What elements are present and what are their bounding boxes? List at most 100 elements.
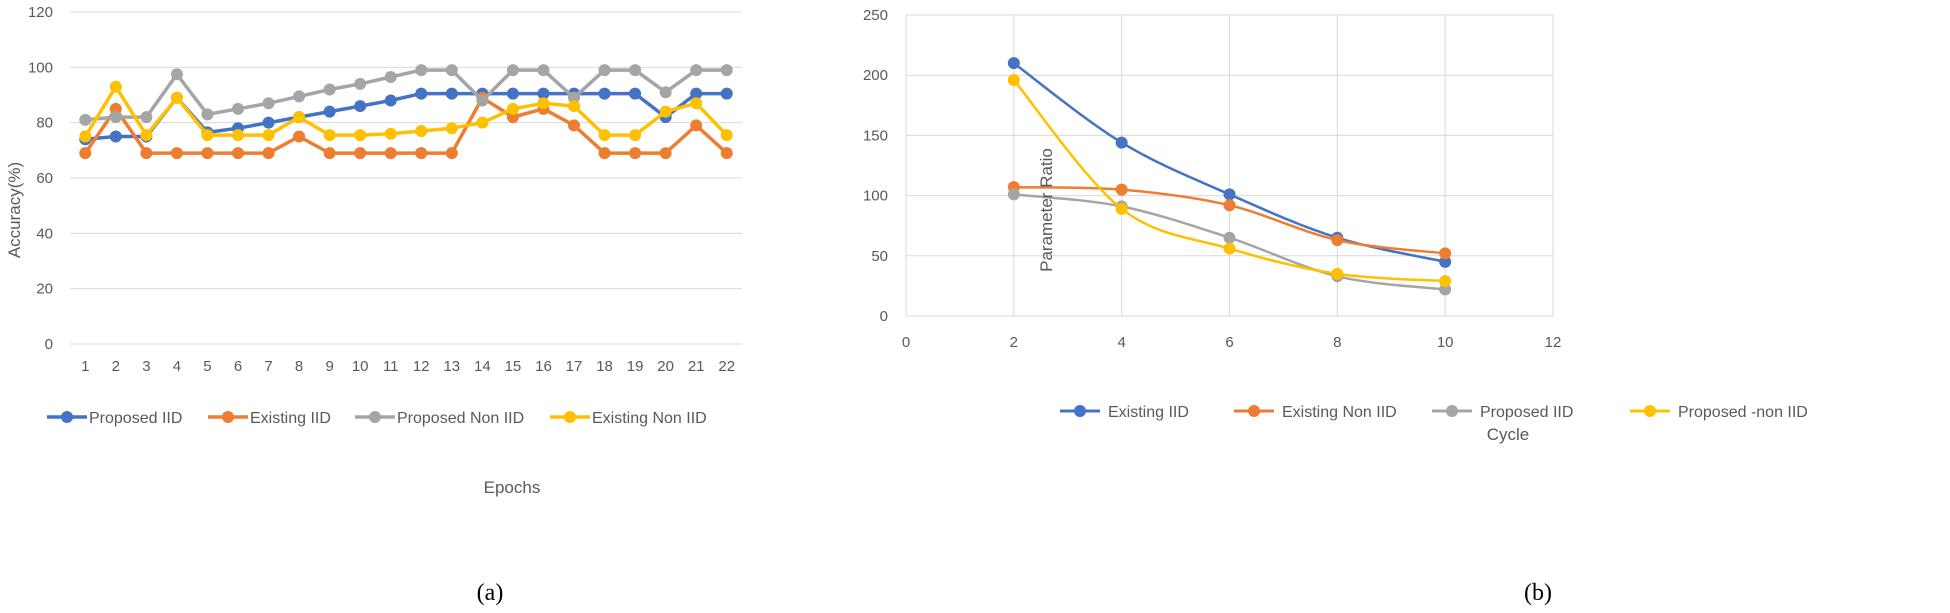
- chart-b-legend-entry: Existing Non IID: [1234, 404, 1397, 421]
- chart-a-x-ticks: 1 2 3 4 5 6 7 8 9 10 11 12 13 14 15 16 17 18 19 20 21 22: [81, 358, 735, 375]
- chart-b-x-tick-label: 4: [1117, 334, 1125, 351]
- chart-a-x-tick-label: 1: [81, 358, 89, 375]
- chart-a-point-proposed-iid: [384, 94, 397, 107]
- chart-b-legend-label: Existing Non IID: [1282, 404, 1397, 421]
- chart-b-x-tick-label: 10: [1437, 334, 1454, 351]
- chart-b-x-tick-label: 8: [1333, 334, 1341, 351]
- chart-b-y-ticks: 0 50 100 150 200 250: [863, 7, 888, 325]
- chart-a-point-existing-iid: [170, 147, 183, 160]
- chart-a-point-proposed-non-iid: [232, 102, 244, 115]
- chart-a-x-tick-label: 18: [596, 358, 613, 375]
- chart-a-point-proposed-non-iid: [170, 68, 183, 81]
- chart-a-point-proposed-non-iid: [323, 83, 336, 96]
- chart-a-point-existing-non-iid: [354, 129, 367, 142]
- chart-a-legend-label: Proposed IID: [89, 410, 182, 427]
- chart-a-point-existing-iid: [506, 111, 519, 124]
- chart-a-x-tick-label: 20: [657, 358, 674, 375]
- chart-b-gridlines: [905, 14, 1554, 317]
- chart-a-series-existing-non-iid: [79, 80, 733, 143]
- chart-a-y-tick-label: 120: [28, 4, 53, 21]
- chart-a-point-existing-iid: [720, 147, 733, 160]
- chart-a-x-tick-label: 17: [566, 358, 583, 375]
- chart-a-point-existing-non-iid: [415, 124, 428, 137]
- chart-a-series-existing-iid: [79, 91, 733, 160]
- chart-a-point-existing-iid: [629, 147, 642, 160]
- chart-a-point-existing-non-iid: [506, 102, 519, 115]
- chart-a-x-tick-label: 5: [203, 358, 211, 375]
- chart-b: 0 50 100 150 200 250 0 2 4 6 8 10 12 Cycle Paramete…: [863, 7, 1808, 606]
- chart-b-legend-label: Existing IID: [1108, 404, 1189, 421]
- chart-a-legend-swatch-marker: [61, 411, 73, 423]
- chart-b-point-proposed-iid: [1007, 188, 1020, 201]
- chart-a-x-tick-label: 9: [325, 358, 333, 375]
- chart-a-point-existing-iid: [293, 130, 306, 143]
- chart-a-legend-entry: Existing Non IID: [550, 410, 707, 427]
- chart-a-point-existing-iid: [201, 147, 214, 160]
- chart-a-point-existing-non-iid: [720, 129, 733, 142]
- chart-a-point-proposed-non-iid: [415, 64, 428, 77]
- chart-b-point-existing-iid: [1007, 57, 1020, 70]
- chart-b-legend-entry: Proposed -non IID: [1630, 404, 1808, 421]
- chart-a-point-proposed-non-iid: [568, 91, 580, 104]
- chart-a-point-existing-non-iid: [598, 129, 611, 142]
- chart-b-legend-label: Proposed -non IID: [1678, 404, 1808, 421]
- chart-a-point-proposed-non-iid: [506, 64, 519, 77]
- chart-a-point-proposed-iid: [415, 87, 428, 100]
- chart-b-point-proposed-iid: [1223, 231, 1236, 244]
- chart-b-point-proposed-non-iid: [1223, 242, 1236, 255]
- chart-a-legend-swatch-marker: [222, 411, 234, 423]
- chart-a-point-proposed-non-iid: [354, 77, 367, 90]
- chart-a-y-tick-label: 0: [45, 336, 53, 353]
- chart-b-point-existing-non-iid: [1115, 183, 1128, 196]
- chart-a-point-existing-non-iid: [445, 122, 458, 135]
- chart-a-point-existing-non-iid: [568, 100, 580, 113]
- chart-b-point-proposed-non-iid: [1007, 74, 1020, 87]
- chart-a-point-existing-iid: [384, 147, 397, 160]
- chart-a-x-tick-label: 13: [443, 358, 460, 375]
- chart-a-line-existing-non-iid: [83, 84, 728, 138]
- chart-a-series: [79, 64, 733, 160]
- chart-b-legend-swatch-marker: [1248, 405, 1260, 417]
- chart-b-legend-entry: Proposed IID: [1432, 404, 1573, 421]
- chart-a-x-tick-label: 3: [142, 358, 150, 375]
- chart-a-y-ticks: 0 20 40 60 80 100 120: [28, 4, 53, 353]
- chart-a-point-existing-non-iid: [659, 105, 672, 118]
- chart-a-x-tick-label: 6: [234, 358, 242, 375]
- chart-a-x-tick-label: 2: [112, 358, 120, 375]
- chart-a-x-tick-label: 11: [383, 358, 399, 375]
- chart-b-y-tick-label: 150: [863, 127, 888, 144]
- chart-b-legend: Existing IID Existing Non IID Proposed IID…: [1060, 404, 1808, 421]
- chart-a-point-existing-non-iid: [384, 127, 397, 140]
- chart-a-x-tick-label: 19: [627, 358, 644, 375]
- chart-a-legend-label: Existing IID: [250, 410, 331, 427]
- chart-a-x-tick-label: 14: [474, 358, 491, 375]
- chart-b-legend-swatch-marker: [1446, 405, 1458, 417]
- chart-a-legend: Proposed IID Existing IID Proposed Non IID…: [47, 410, 707, 427]
- chart-a-point-proposed-iid: [323, 105, 336, 118]
- chart-a-point-proposed-non-iid: [293, 90, 306, 103]
- chart-b-y-tick-label: 0: [880, 308, 888, 325]
- chart-a-point-existing-non-iid: [537, 97, 550, 110]
- chart-a-x-tick-label: 10: [352, 358, 369, 375]
- chart-b-y-tick-label: 200: [863, 67, 888, 84]
- chart-a-point-proposed-non-iid: [445, 64, 458, 77]
- chart-a-point-existing-non-iid: [79, 130, 92, 143]
- chart-a-point-proposed-iid: [354, 100, 367, 113]
- chart-a-point-proposed-iid: [629, 87, 642, 100]
- chart-a-point-existing-non-iid: [140, 129, 153, 142]
- chart-a-point-existing-non-iid: [476, 116, 489, 129]
- chart-a-point-proposed-non-iid: [537, 64, 550, 77]
- chart-a-legend-entry: Existing IID: [208, 410, 331, 427]
- chart-a-point-existing-iid: [659, 147, 672, 160]
- chart-a-legend-entry: Proposed Non IID: [355, 410, 524, 427]
- chart-a-point-existing-non-iid: [201, 129, 214, 142]
- chart-a-point-existing-non-iid: [323, 129, 336, 142]
- chart-a-point-proposed-non-iid: [476, 94, 489, 107]
- chart-a-x-tick-label: 8: [295, 358, 303, 375]
- chart-a-point-existing-non-iid: [262, 129, 275, 142]
- chart-a-point-proposed-iid: [445, 87, 458, 100]
- chart-b-point-existing-non-iid: [1331, 234, 1344, 247]
- chart-a-series-proposed-non-iid: [79, 64, 733, 126]
